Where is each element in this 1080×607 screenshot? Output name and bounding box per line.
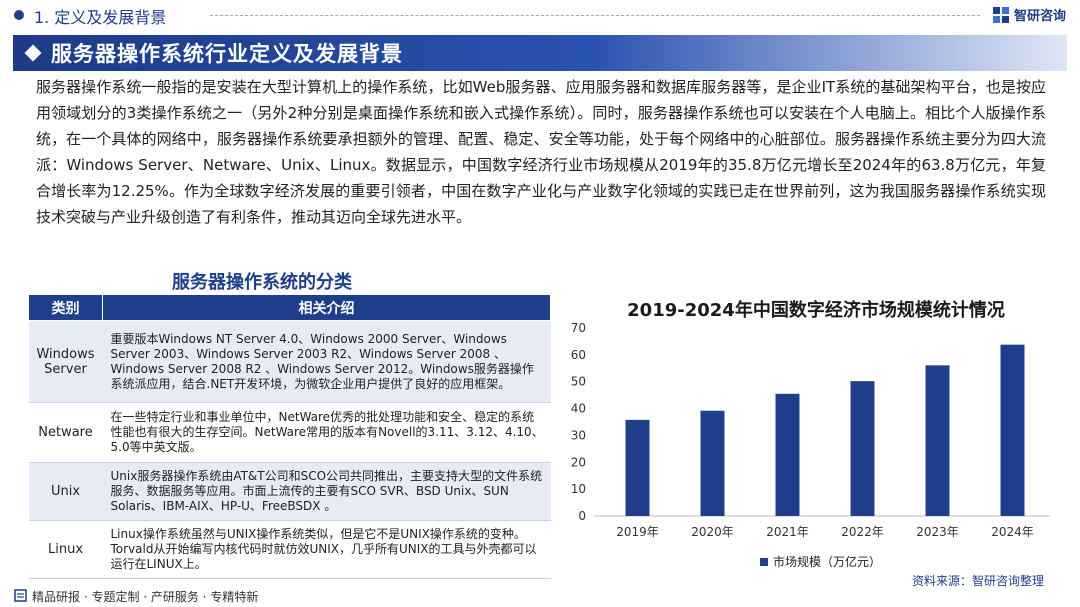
bar: [775, 393, 800, 516]
title-banner: 服务器操作系统行业定义及发展背景: [13, 35, 1067, 71]
footer: 精品研报 · 专题定制 · 产研服务 · 专精特新: [0, 586, 1080, 607]
x-tick-label: 2020年: [691, 525, 734, 539]
table-header-row: 类别 相关介绍: [28, 294, 551, 321]
brand: 智研咨询: [992, 5, 1066, 24]
x-tick-label: 2022年: [841, 525, 884, 539]
table-title: 服务器操作系统的分类: [172, 272, 352, 293]
y-tick-label: 50: [571, 375, 586, 389]
bar: [1000, 344, 1025, 516]
y-tick-label: 60: [571, 348, 586, 362]
table-row: Linux Linux操作系统虽然与UNIX操作系统类似，但是它不是UNIX操作…: [28, 520, 551, 579]
row-category: Linux: [28, 520, 103, 579]
row-description: Linux操作系统虽然与UNIX操作系统类似，但是它不是UNIX操作系统的变种。…: [102, 520, 551, 579]
table-row: Windows Server 重要版本Windows NT Server 4.0…: [28, 320, 551, 403]
y-tick-label: 30: [571, 428, 586, 442]
diamond-icon: [24, 44, 42, 62]
row-category: Windows Server: [28, 320, 103, 403]
x-tick-label: 2019年: [616, 525, 659, 539]
brand-name: 智研咨询: [1013, 9, 1066, 24]
bar: [925, 365, 950, 516]
row-description: 重要版本Windows NT Server 4.0、Windows 2000 S…: [102, 320, 551, 403]
y-tick-label: 0: [578, 509, 586, 523]
intro-paragraph: 服务器操作系统一般指的是安装在大型计算机上的操作系统，比如Web服务器、应用服务…: [36, 78, 1046, 226]
table-header-category: 类别: [28, 294, 103, 321]
x-tick-label: 2024年: [991, 525, 1034, 539]
bar: [625, 419, 650, 516]
table-row: Netware 在一些特定行业和事业单位中，NetWare优秀的批处理功能和安全…: [28, 402, 551, 463]
y-tick-label: 40: [571, 402, 586, 416]
bar-chart: 0 10 20 30 40 50 60 70 2019年 2020年 2021年 2022年 2023年…: [571, 321, 1050, 539]
source-note: 资料来源：智研咨询整理: [911, 574, 1044, 588]
bar: [700, 410, 725, 516]
bar: [850, 381, 875, 516]
classification-table: 类别 相关介绍 Windows Server 重要版本Windows NT Se…: [28, 294, 551, 579]
top-bar: 1. 定义及发展背景 智研咨询: [0, 0, 1080, 30]
section-bullet-icon: [14, 10, 24, 20]
chart-legend: 市场规模（万亿元）: [760, 553, 881, 570]
table-header-description: 相关介绍: [102, 294, 551, 321]
table-row: Unix Unix服务器操作系统由AT&T公司和SCO公司共同推出，主要支持大型…: [28, 462, 551, 521]
section-title: 1. 定义及发展背景: [34, 8, 167, 27]
x-tick-label: 2021年: [766, 525, 809, 539]
report-icon: [14, 589, 27, 602]
y-tick-label: 20: [571, 455, 586, 469]
page-title: 服务器操作系统行业定义及发展背景: [51, 42, 403, 66]
x-tick-label: 2023年: [916, 525, 959, 539]
brand-logo-icon: [992, 6, 1009, 23]
row-category: Unix: [28, 462, 103, 521]
row-description: Unix服务器操作系统由AT&T公司和SCO公司共同推出，主要支持大型的文件系统…: [102, 462, 551, 521]
row-description: 在一些特定行业和事业单位中，NetWare优秀的批处理功能和安全、稳定的系统性能…: [102, 402, 551, 463]
section-divider: [210, 15, 980, 16]
chart-title: 2019-2024年中国数字经济市场规模统计情况: [627, 300, 1005, 321]
y-tick-label: 10: [571, 482, 586, 496]
footer-text: 精品研报 · 专题定制 · 产研服务 · 专精特新: [32, 590, 259, 604]
row-category: Netware: [28, 402, 103, 463]
y-tick-label: 70: [571, 321, 586, 335]
legend-label: 市场规模（万亿元）: [773, 555, 882, 569]
legend-swatch: [760, 557, 768, 566]
